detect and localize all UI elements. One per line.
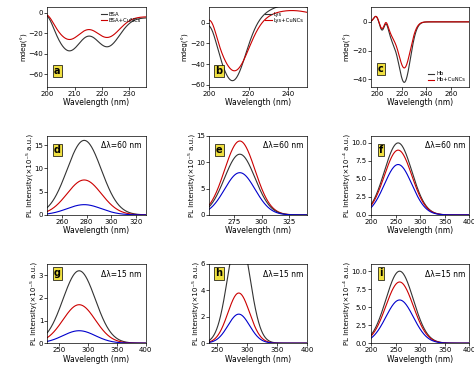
Text: Δλ=60 nm: Δλ=60 nm (263, 141, 304, 150)
Text: h: h (216, 269, 223, 279)
Text: g: g (54, 269, 61, 279)
Y-axis label: PL Intensity(×10⁻⁵ a.u.): PL Intensity(×10⁻⁵ a.u.) (191, 262, 199, 345)
X-axis label: Wavelength (nm): Wavelength (nm) (387, 226, 453, 235)
Y-axis label: PL Intensity(×10⁻⁵ a.u.): PL Intensity(×10⁻⁵ a.u.) (25, 134, 33, 217)
Y-axis label: PL Intensity(×10⁻⁵ a.u.): PL Intensity(×10⁻⁵ a.u.) (30, 262, 37, 345)
Legend: Lys, Lys+CuNCs: Lys, Lys+CuNCs (264, 10, 305, 24)
Text: a: a (54, 66, 61, 76)
X-axis label: Wavelength (nm): Wavelength (nm) (387, 355, 453, 364)
X-axis label: Wavelength (nm): Wavelength (nm) (64, 226, 129, 235)
Y-axis label: mdeg(°): mdeg(°) (344, 33, 351, 62)
Text: b: b (216, 66, 223, 76)
Text: e: e (216, 145, 222, 155)
Y-axis label: mdeg(°): mdeg(°) (182, 33, 189, 62)
Text: Δλ=15 nm: Δλ=15 nm (425, 270, 465, 279)
Y-axis label: mdeg(°): mdeg(°) (20, 33, 27, 62)
Text: Δλ=15 nm: Δλ=15 nm (263, 270, 304, 279)
Legend: BSA, BSA+CuNCs: BSA, BSA+CuNCs (100, 10, 143, 24)
Text: Δλ=15 nm: Δλ=15 nm (101, 270, 142, 279)
X-axis label: Wavelength (nm): Wavelength (nm) (64, 98, 129, 107)
Text: c: c (378, 64, 384, 74)
X-axis label: Wavelength (nm): Wavelength (nm) (225, 226, 292, 235)
Text: Δλ=60 nm: Δλ=60 nm (425, 141, 465, 150)
Text: f: f (379, 145, 383, 155)
X-axis label: Wavelength (nm): Wavelength (nm) (64, 355, 129, 364)
Y-axis label: PL Intensity(×10⁻⁴ a.u.): PL Intensity(×10⁻⁴ a.u.) (342, 262, 350, 345)
X-axis label: Wavelength (nm): Wavelength (nm) (225, 98, 292, 107)
Y-axis label: PL Intensity(×10⁻⁵ a.u.): PL Intensity(×10⁻⁵ a.u.) (187, 134, 195, 217)
Text: i: i (379, 269, 383, 279)
Text: d: d (54, 145, 61, 155)
Legend: Hb, Hb+CuNCs: Hb, Hb+CuNCs (427, 70, 466, 84)
X-axis label: Wavelength (nm): Wavelength (nm) (387, 98, 453, 107)
X-axis label: Wavelength (nm): Wavelength (nm) (225, 355, 292, 364)
Text: Δλ=60 nm: Δλ=60 nm (101, 141, 142, 150)
Y-axis label: PL Intensity(×10⁻⁴ a.u.): PL Intensity(×10⁻⁴ a.u.) (342, 134, 350, 217)
